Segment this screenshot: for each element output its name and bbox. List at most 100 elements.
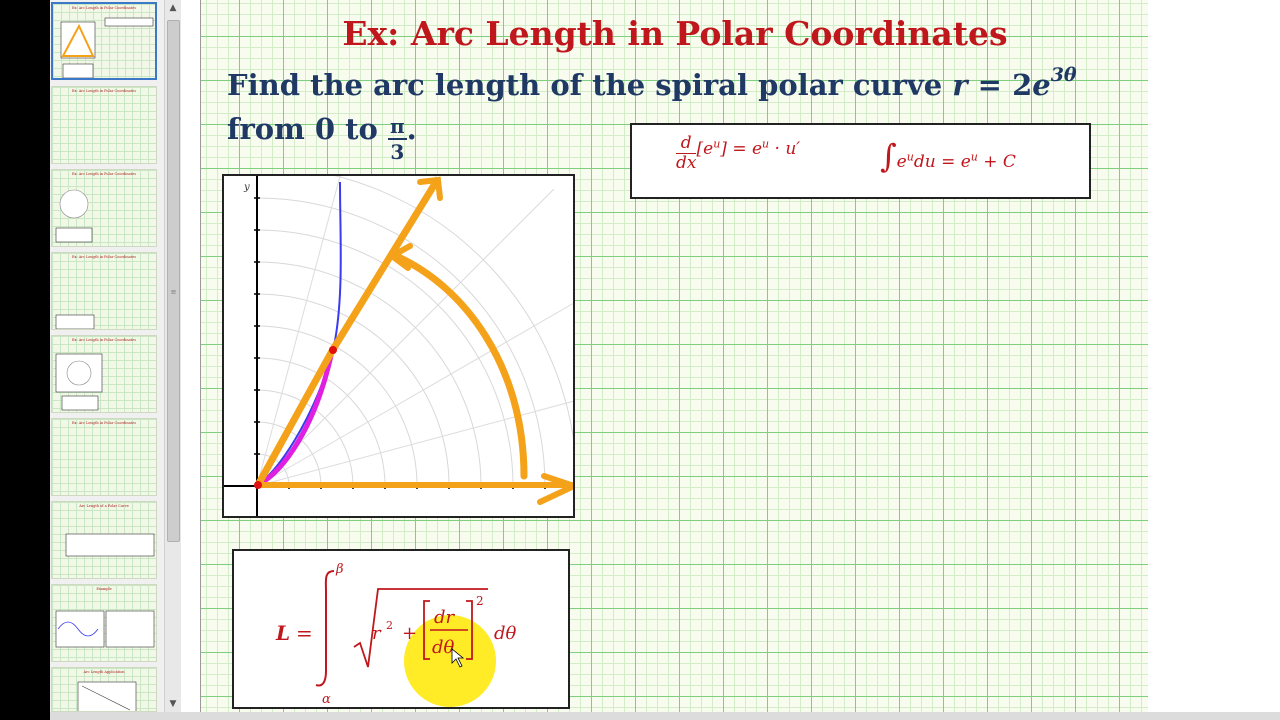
math-exponent: 3θ [1050,64,1077,86]
thumbnail-preview-graphic [55,189,93,243]
r-squared-r: r [372,623,382,644]
integral-sign: ∫ [880,137,897,175]
d-numerator: d [676,135,697,154]
arc-length-segment [256,350,335,488]
thumbnail-grid [52,419,156,495]
thumbnail-scrollbar[interactable]: ▲ ≡ ▼ [164,0,181,712]
slide-thumbnail-pane[interactable]: Ex: Arc Length in Polar Coordinates Ex: … [50,0,165,712]
r-squared-exponent: 2 [386,619,393,632]
thumbnail-title: Ex: Arc Length in Polar Coordinates [71,421,137,425]
scroll-down-arrow-icon[interactable]: ▼ [169,699,177,709]
slide-thumbnail-8[interactable]: Example [51,584,157,662]
arc-length-L: L [275,621,290,645]
math-equals-2: = 2 [967,68,1033,102]
problem-statement-line-1: Find the arc length of the spiral polar … [227,64,1077,102]
integral-sign-icon [315,570,335,687]
integral-rule: ∫eudu = eu + C [880,137,1016,175]
slide-canvas: Ex: Arc Length in Polar Coordinates Find… [200,0,1149,712]
thumbnail-title: Ex: Arc Length in Polar Coordinates [71,172,137,176]
polar-grid-ray [256,400,573,487]
polar-grid-ray [256,176,437,487]
thumbnail-title: Example [96,587,112,591]
arc-length-equals: = [296,621,313,645]
arc-length-formula-box: L = β α r 2 + dr dθ 2 dθ [232,549,570,709]
left-bracket-icon [423,600,430,660]
mouse-cursor-icon [451,648,465,668]
cursor-highlight [404,615,496,707]
thumbnail-preview-graphic [55,314,95,329]
integral-body: du = e [913,152,971,172]
derivative-rule: d dx [eu] = eu · u′ [676,135,800,172]
slide-thumbnail-6[interactable]: Ex: Arc Length in Polar Coordinates [51,418,157,496]
plus-sign: + [402,623,417,644]
square-root-icon [353,588,488,668]
dtheta-differential: dθ [494,623,517,644]
deriv-tail: · u′ [769,139,801,159]
d-dx-fraction: d dx [676,135,697,173]
scroll-grip-icon: ≡ [170,288,177,296]
endpoint-marker [329,346,337,354]
annotation-arrowhead-x [537,473,573,505]
polar-grid-ray [256,176,341,487]
deriv-rest: ] = e [720,139,763,159]
polar-grid-ray [256,188,555,487]
dx-denominator: dx [676,153,697,173]
right-margin [1148,0,1280,712]
integral-tail: + C [977,152,1016,172]
slide-thumbnail-7[interactable]: Arc Length of a Polar Curve [51,501,157,579]
fraction-numerator: π [388,114,407,140]
integral-e: e [896,152,907,172]
arc-length-formula-svg: L = β α r 2 + dr dθ 2 dθ [275,562,517,707]
slide-title: Ex: Arc Length in Polar Coordinates [342,14,1008,53]
left-black-margin [0,0,50,720]
deriv-sup2: u [762,137,770,151]
problem-text-from: from 0 to [227,112,388,146]
annotation-arrowhead-ray [417,176,443,201]
polar-grid-ray [256,302,573,487]
polar-graph-svg: y [224,176,573,516]
math-r: r [952,68,968,102]
bracket-exponent: 2 [476,594,484,608]
bottom-edge [50,712,1280,720]
fraction-denominator: 3 [390,140,405,164]
integral-sup: u [906,150,914,164]
deriv-open: [e [696,139,714,159]
math-e: e [1032,68,1051,102]
upper-limit-beta: β [335,562,344,577]
thumbnail-title: Ex: Arc Length in Polar Coordinates [71,89,137,93]
thumbnail-title: Ex: Arc Length in Polar Coordinates [71,338,137,342]
right-bracket-icon [466,600,473,660]
integral-sup2: u [970,150,978,164]
scroll-up-arrow-icon[interactable]: ▲ [169,3,177,13]
scrollbar-thumb[interactable]: ≡ [167,20,180,542]
thumbnail-title: Arc Length Application [83,670,125,674]
slide-thumbnail-1[interactable]: Ex: Arc Length in Polar Coordinates [51,2,157,80]
slide-thumbnail-3[interactable]: Ex: Arc Length in Polar Coordinates [51,169,157,247]
formula-reference-box: d dx [eu] = eu · u′ ∫eudu = eu + C [630,123,1091,199]
slide-thumbnail-4[interactable]: Ex: Arc Length in Polar Coordinates [51,252,157,330]
thumbnail-preview-graphic [65,533,155,557]
lower-limit-alpha: α [322,692,331,707]
y-axis-label: y [243,182,250,193]
slide-thumbnail-5[interactable]: Ex: Arc Length in Polar Coordinates [51,335,157,413]
thumbnail-preview-graphic [77,681,137,711]
thumbnail-preview-graphic [60,17,154,78]
thumbnail-title: Arc Length of a Polar Curve [79,504,129,508]
thumbnail-preview-graphic [55,353,103,411]
slide-thumbnail-2[interactable]: Ex: Arc Length in Polar Coordinates [51,86,157,164]
dr-numerator: dr [434,607,456,628]
problem-text: Find the arc length of the spiral polar … [227,68,953,102]
thumbnail-title: Ex: Arc Length in Polar Coordinates [71,6,137,10]
annotation-angle-arc [392,252,528,480]
annotation-arc-arrowhead [386,243,413,271]
polar-graph: y [222,174,575,518]
deriv-sup1: u [713,137,721,151]
period: . [406,112,417,146]
origin-marker [254,481,262,489]
thumbnail-preview-graphic [55,610,155,648]
thumbnail-title: Ex: Arc Length in Polar Coordinates [71,255,137,259]
slide-thumbnail-9[interactable]: Arc Length Application [51,667,157,712]
